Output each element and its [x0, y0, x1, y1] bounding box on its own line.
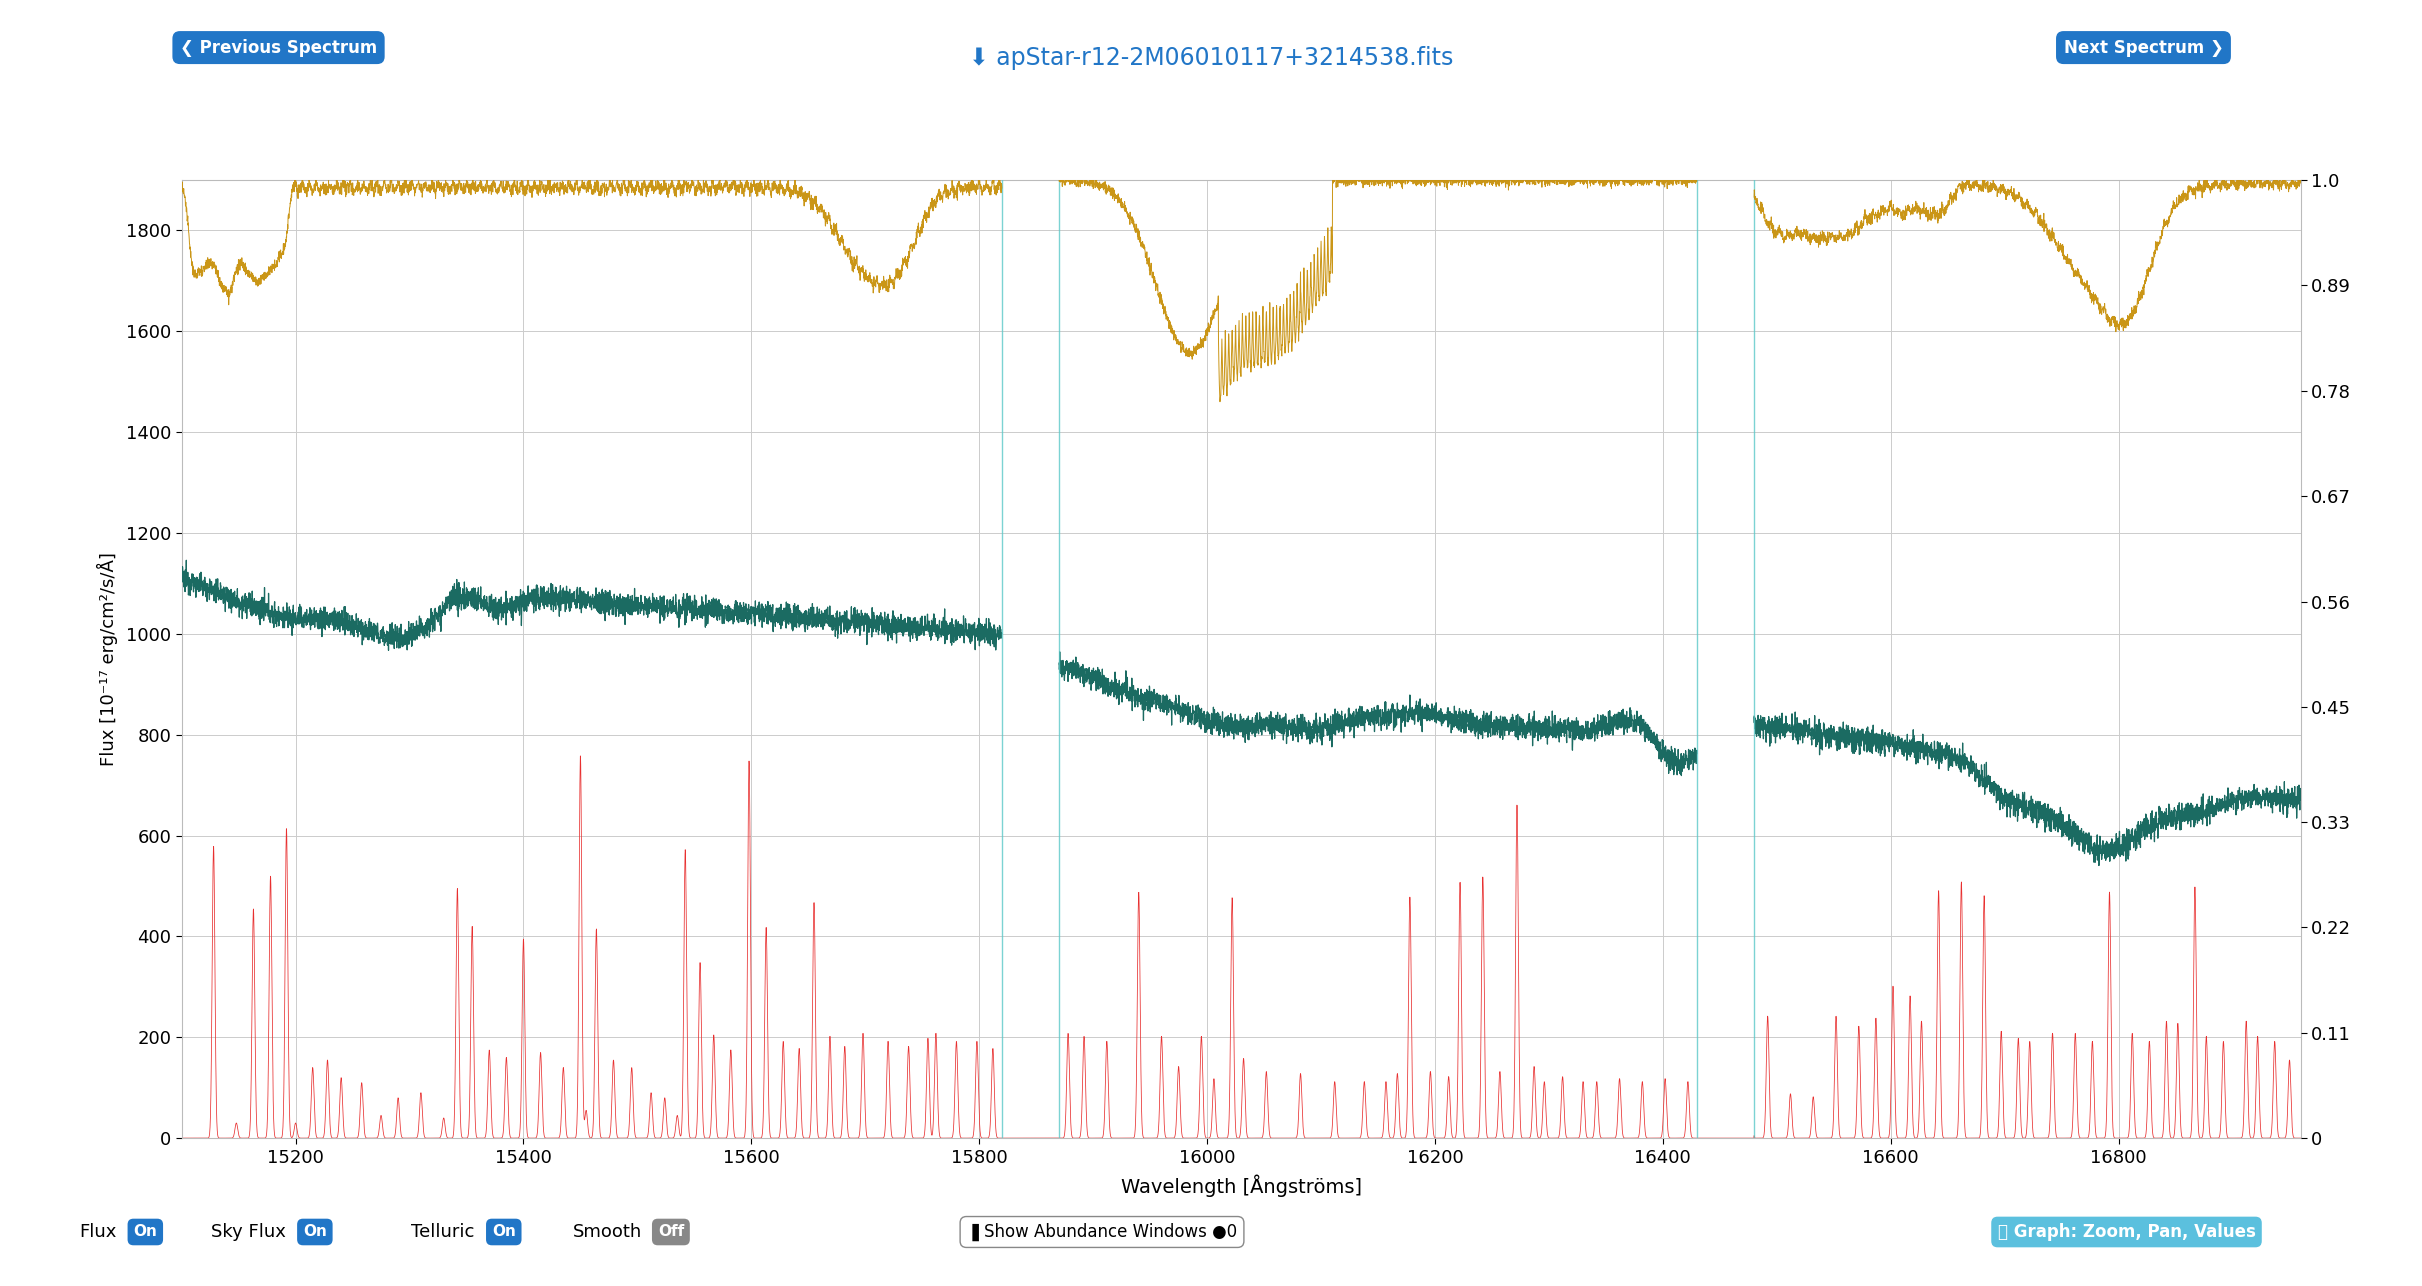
Text: On: On — [303, 1224, 327, 1240]
Text: Sky Flux: Sky Flux — [211, 1223, 286, 1241]
Text: Smooth: Smooth — [572, 1223, 642, 1241]
Text: Telluric: Telluric — [412, 1223, 475, 1241]
Text: Off: Off — [659, 1224, 683, 1240]
Y-axis label: Flux [10⁻¹⁷ erg/cm²/s/Å]: Flux [10⁻¹⁷ erg/cm²/s/Å] — [97, 552, 119, 766]
Text: On: On — [133, 1224, 157, 1240]
Text: On: On — [492, 1224, 516, 1240]
Text: ⓘ Graph: Zoom, Pan, Values: ⓘ Graph: Zoom, Pan, Values — [1998, 1223, 2255, 1241]
Text: ▐ Show Abundance Windows ●0: ▐ Show Abundance Windows ●0 — [966, 1223, 1238, 1241]
Text: ⬇ apStar-r12-2M06010117+3214538.fits: ⬇ apStar-r12-2M06010117+3214538.fits — [969, 46, 1453, 69]
Text: Next Spectrum ❯: Next Spectrum ❯ — [2064, 39, 2223, 57]
Text: Flux: Flux — [80, 1223, 116, 1241]
X-axis label: Wavelength [Ångströms]: Wavelength [Ångströms] — [1121, 1175, 1361, 1197]
Text: ❮ Previous Spectrum: ❮ Previous Spectrum — [179, 39, 378, 57]
